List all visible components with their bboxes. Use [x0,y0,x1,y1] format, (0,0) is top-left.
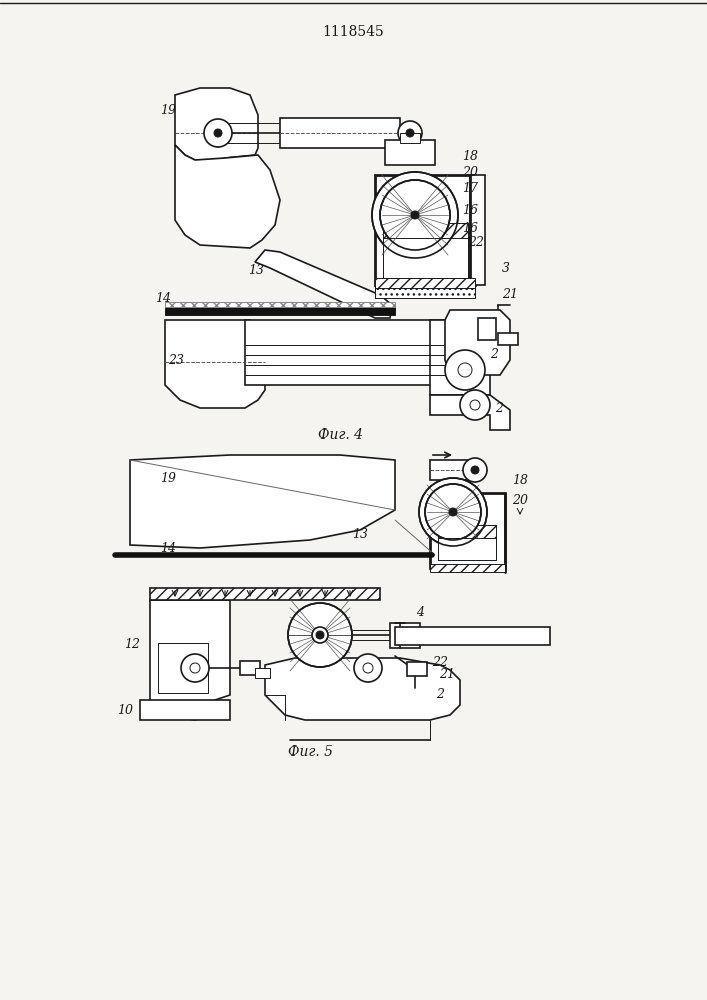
Text: 18: 18 [512,474,528,487]
Bar [470,175,485,285]
Bar [498,333,518,345]
Text: 14: 14 [160,542,176,554]
Text: 16: 16 [462,204,478,217]
Bar [383,238,468,278]
Text: Фиг. 4: Фиг. 4 [317,428,363,442]
Bar [375,175,475,285]
Bar [390,623,420,648]
Text: 13: 13 [248,263,264,276]
Bar [158,643,208,693]
Circle shape [288,603,352,667]
Circle shape [419,478,487,546]
Bar [120,570,550,750]
Bar [395,627,550,645]
Circle shape [181,654,209,682]
Text: 1118545: 1118545 [322,25,384,39]
Text: 19: 19 [160,472,176,485]
Bar [438,525,496,560]
Bar [375,278,475,290]
Polygon shape [165,320,265,408]
Bar [255,668,270,678]
Bar [430,320,490,395]
Text: 2: 2 [490,349,498,361]
Text: 2: 2 [436,688,444,702]
Bar [375,288,475,298]
Circle shape [204,119,232,147]
Circle shape [471,466,479,474]
Circle shape [460,390,490,420]
Circle shape [425,484,481,540]
Text: 12: 12 [124,639,140,652]
Text: 4: 4 [416,605,424,618]
Bar [400,133,420,143]
Circle shape [458,363,472,377]
Text: 13: 13 [352,528,368,542]
Text: 2: 2 [495,401,503,414]
Polygon shape [130,455,395,548]
Bar [430,493,505,568]
Text: 20: 20 [512,493,528,506]
Bar [407,662,427,676]
Bar [430,460,470,480]
Text: 16: 16 [462,222,478,234]
Bar [385,140,435,165]
Text: 19: 19 [160,104,176,116]
Bar [165,307,395,315]
Text: 22: 22 [468,235,484,248]
Text: 10: 10 [117,704,133,716]
Polygon shape [255,250,392,318]
Text: 20: 20 [462,165,478,178]
Bar [438,538,496,560]
Bar [145,50,565,430]
Circle shape [354,654,382,682]
Circle shape [449,508,457,516]
Text: 3: 3 [502,261,510,274]
Text: 18: 18 [462,150,478,163]
Circle shape [190,663,200,673]
Text: Фиг. 5: Фиг. 5 [288,745,332,759]
Circle shape [445,350,485,390]
Circle shape [214,129,222,137]
Bar [245,320,445,385]
Bar [478,318,496,340]
Polygon shape [265,658,460,720]
Polygon shape [175,88,258,162]
Bar [430,564,505,572]
Polygon shape [430,395,510,430]
Polygon shape [445,310,510,375]
Circle shape [411,211,419,219]
Circle shape [463,458,487,482]
Bar [240,661,260,675]
Bar [383,223,468,278]
Circle shape [312,627,328,643]
Text: 21: 21 [439,668,455,682]
Circle shape [316,631,324,639]
Text: 22: 22 [432,656,448,668]
Circle shape [406,129,414,137]
Text: 14: 14 [155,292,171,304]
Circle shape [372,172,458,258]
Bar [150,588,380,600]
Circle shape [380,180,450,250]
Polygon shape [150,600,230,720]
Circle shape [398,121,422,145]
Text: 23: 23 [168,354,184,366]
Polygon shape [175,145,280,248]
Text: 21: 21 [502,288,518,302]
Bar [140,700,230,720]
Circle shape [470,400,480,410]
Circle shape [363,663,373,673]
Bar [280,118,400,148]
Bar [100,435,580,560]
Text: 17: 17 [462,182,478,194]
Bar [165,302,395,307]
